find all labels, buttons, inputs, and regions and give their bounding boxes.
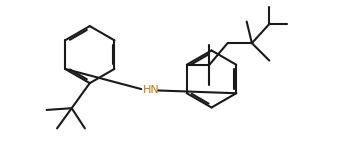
Text: HN: HN	[143, 85, 160, 95]
